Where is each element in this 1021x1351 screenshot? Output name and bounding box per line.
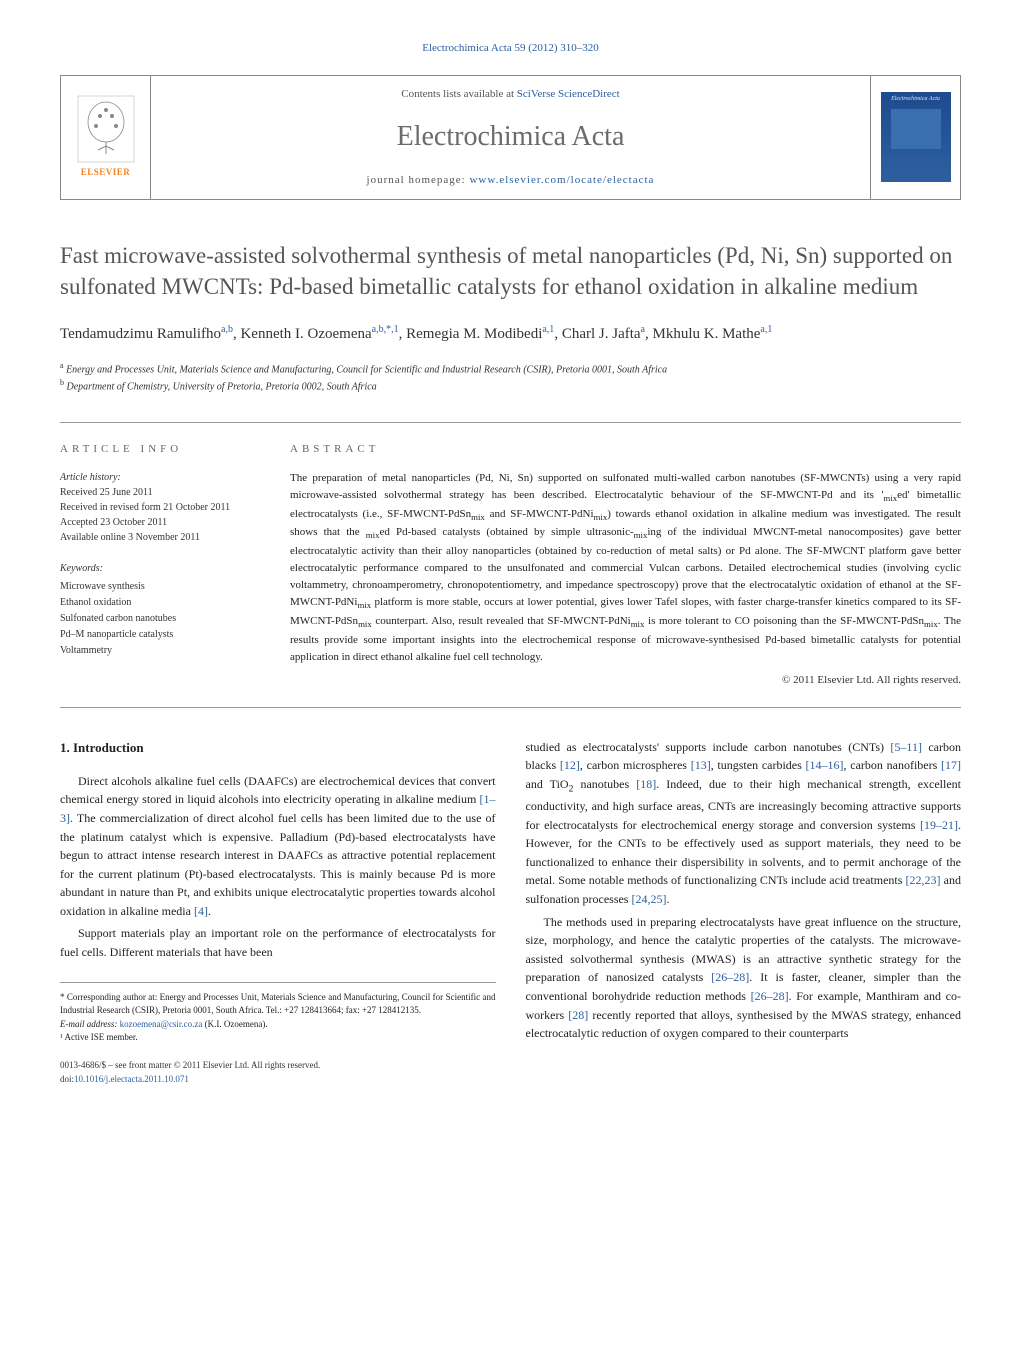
cover-thumbnail: Electrochimica Acta (881, 92, 951, 182)
history-accepted: Accepted 23 October 2011 (60, 517, 167, 528)
abstract-column: ABSTRACT The preparation of metal nanopa… (290, 441, 961, 688)
intro-paragraph: Direct alcohols alkaline fuel cells (DAA… (60, 772, 496, 921)
author: Tendamudzimu Ramulifhoa,b (60, 326, 233, 342)
article-meta-block: ARTICLE INFO Article history: Received 2… (60, 422, 961, 707)
keywords-label: Keywords: (60, 561, 260, 577)
citation: Electrochimica Acta 59 (2012) 310–320 (60, 40, 961, 57)
cover-image-icon (891, 109, 941, 149)
front-matter-line: 0013-4686/$ – see front matter © 2011 El… (60, 1059, 496, 1073)
article-title: Fast microwave-assisted solvothermal syn… (60, 240, 961, 302)
publisher-name: ELSEVIER (81, 166, 131, 180)
history-received: Received 25 June 2011 (60, 487, 153, 498)
abstract-text: The preparation of metal nanoparticles (… (290, 470, 961, 666)
journal-cover-box: Electrochimica Acta (870, 76, 960, 199)
keyword: Microwave synthesis (60, 581, 145, 592)
homepage-line: journal homepage: www.elsevier.com/locat… (171, 172, 850, 189)
doi-block: 0013-4686/$ – see front matter © 2011 El… (60, 1059, 496, 1087)
contents-prefix: Contents lists available at (401, 88, 516, 100)
intro-paragraph: studied as electrocatalysts' supports in… (526, 738, 962, 909)
affiliation-text: Department of Chemistry, University of P… (67, 381, 377, 392)
header-center: Contents lists available at SciVerse Sci… (151, 76, 870, 199)
affiliation-text: Energy and Processes Unit, Materials Sci… (66, 364, 667, 375)
author-name: Charl J. Jafta (562, 326, 641, 342)
author-name: Mkhulu K. Mathe (653, 326, 761, 342)
footnotes: * Corresponding author at: Energy and Pr… (60, 982, 496, 1045)
left-column: 1. Introduction Direct alcohols alkaline… (60, 738, 496, 1087)
author-name: Kenneth I. Ozoemena (240, 326, 371, 342)
right-column: studied as electrocatalysts' supports in… (526, 738, 962, 1087)
author-name: Tendamudzimu Ramulifho (60, 326, 221, 342)
email-label: E-mail address: (60, 1019, 120, 1029)
keyword: Voltammetry (60, 645, 112, 656)
email-name: (K.I. Ozoemena). (202, 1019, 267, 1029)
article-info-heading: ARTICLE INFO (60, 441, 260, 458)
copyright-line: © 2011 Elsevier Ltd. All rights reserved… (290, 672, 961, 689)
history-revised: Received in revised form 21 October 2011 (60, 502, 230, 513)
publisher-logo: ELSEVIER (61, 76, 151, 199)
intro-paragraph: The methods used in preparing electrocat… (526, 913, 962, 1043)
contents-line: Contents lists available at SciVerse Sci… (171, 86, 850, 103)
author-aff: a,b (221, 324, 233, 335)
journal-header-box: ELSEVIER Contents lists available at Sci… (60, 75, 961, 200)
author: Kenneth I. Ozoemenaa,b,*,1 (240, 326, 398, 342)
affiliation-b: b Department of Chemistry, University of… (60, 377, 961, 394)
authors-line: Tendamudzimu Ramulifhoa,b, Kenneth I. Oz… (60, 322, 961, 346)
homepage-link[interactable]: www.elsevier.com/locate/electacta (469, 174, 654, 186)
article-history: Article history: Received 25 June 2011 R… (60, 470, 260, 545)
doi-line: doi:10.1016/j.electacta.2011.10.071 (60, 1073, 496, 1087)
author-aff: a,b,*,1 (372, 324, 399, 335)
author: Mkhulu K. Mathea,1 (653, 326, 773, 342)
journal-name: Electrochimica Acta (171, 116, 850, 158)
ise-note: ¹ Active ISE member. (60, 1031, 496, 1045)
affiliations: a Energy and Processes Unit, Materials S… (60, 360, 961, 395)
author-aff: a,1 (760, 324, 772, 335)
keywords-block: Keywords: Microwave synthesis Ethanol ox… (60, 561, 260, 659)
author-aff: a (641, 324, 645, 335)
abstract-heading: ABSTRACT (290, 441, 961, 458)
homepage-prefix: journal homepage: (367, 174, 470, 186)
history-online: Available online 3 November 2011 (60, 532, 200, 543)
corresponding-author-note: * Corresponding author at: Energy and Pr… (60, 991, 496, 1018)
intro-heading: 1. Introduction (60, 738, 496, 758)
doi-label: doi: (60, 1074, 74, 1084)
author-name: Remegia M. Modibedi (406, 326, 542, 342)
keyword: Sulfonated carbon nanotubes (60, 613, 176, 624)
author-aff: a,1 (542, 324, 554, 335)
body-columns: 1. Introduction Direct alcohols alkaline… (60, 738, 961, 1087)
author: Remegia M. Modibedia,1 (406, 326, 554, 342)
affiliation-a: a Energy and Processes Unit, Materials S… (60, 360, 961, 377)
keyword: Ethanol oxidation (60, 597, 131, 608)
keyword: Pd–M nanoparticle catalysts (60, 629, 173, 640)
email-link[interactable]: kozoemena@csir.co.za (120, 1019, 203, 1029)
doi-link[interactable]: 10.1016/j.electacta.2011.10.071 (74, 1074, 189, 1084)
elsevier-tree-icon (76, 94, 136, 164)
author: Charl J. Jaftaa (562, 326, 645, 342)
history-label: Article history: (60, 472, 121, 483)
intro-paragraph: Support materials play an important role… (60, 924, 496, 961)
sciencedirect-link[interactable]: SciVerse ScienceDirect (517, 88, 620, 100)
cover-title: Electrochimica Acta (891, 96, 940, 103)
email-line: E-mail address: kozoemena@csir.co.za (K.… (60, 1018, 496, 1032)
article-info-column: ARTICLE INFO Article history: Received 2… (60, 441, 260, 688)
